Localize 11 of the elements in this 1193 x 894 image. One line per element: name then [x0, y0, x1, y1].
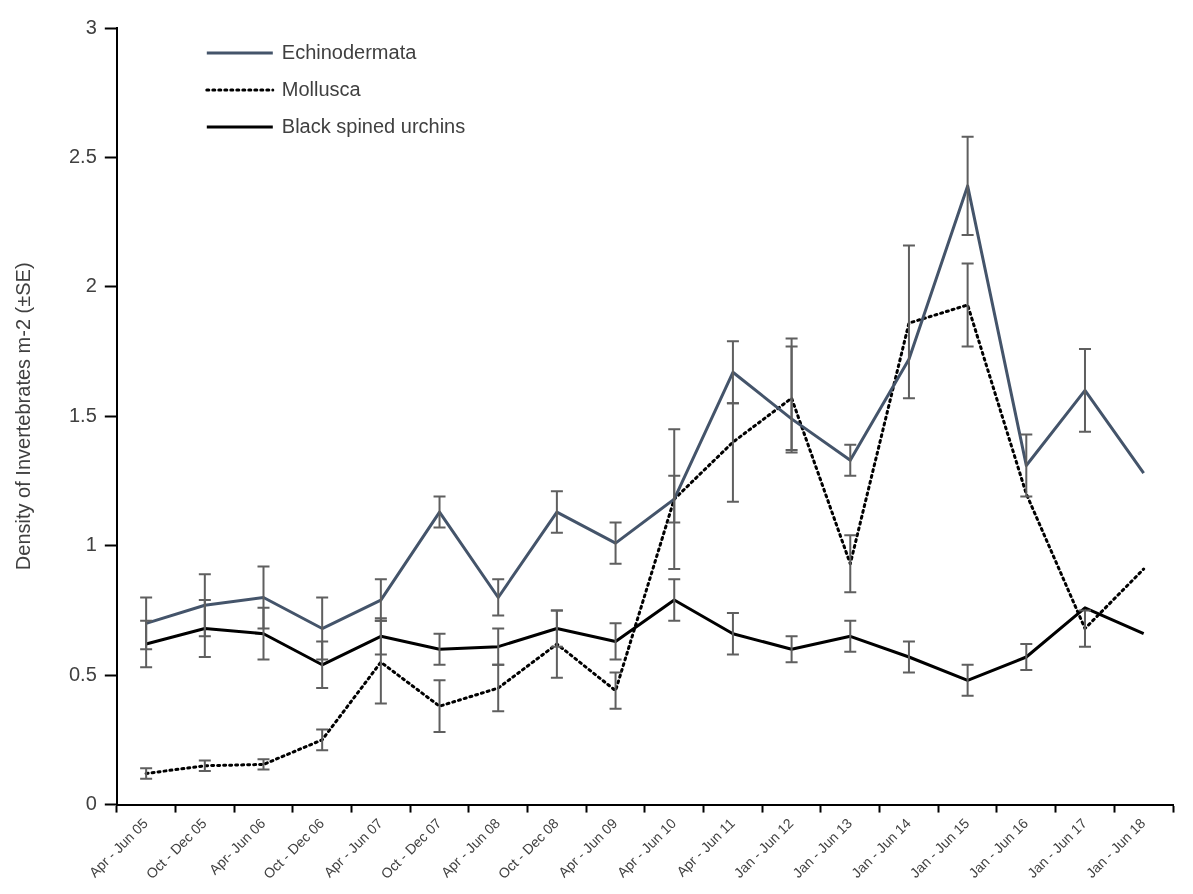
legend-label: Mollusca — [281, 77, 362, 100]
y-tick-label: 1 — [85, 533, 97, 556]
y-tick-label: 0 — [85, 792, 97, 815]
legend-label: Black spined urchins — [281, 114, 466, 137]
y-tick-label: 2 — [85, 274, 97, 297]
legend-label: Echinodermata — [281, 40, 418, 63]
y-tick-label: 0.5 — [68, 662, 97, 685]
y-tick-label: 2.5 — [68, 144, 97, 167]
y-tick-label: 1.5 — [68, 403, 97, 426]
y-tick-label: 3 — [85, 15, 97, 38]
y-axis-title: Density of Invertebrates m-2 (±SE) — [11, 262, 34, 571]
